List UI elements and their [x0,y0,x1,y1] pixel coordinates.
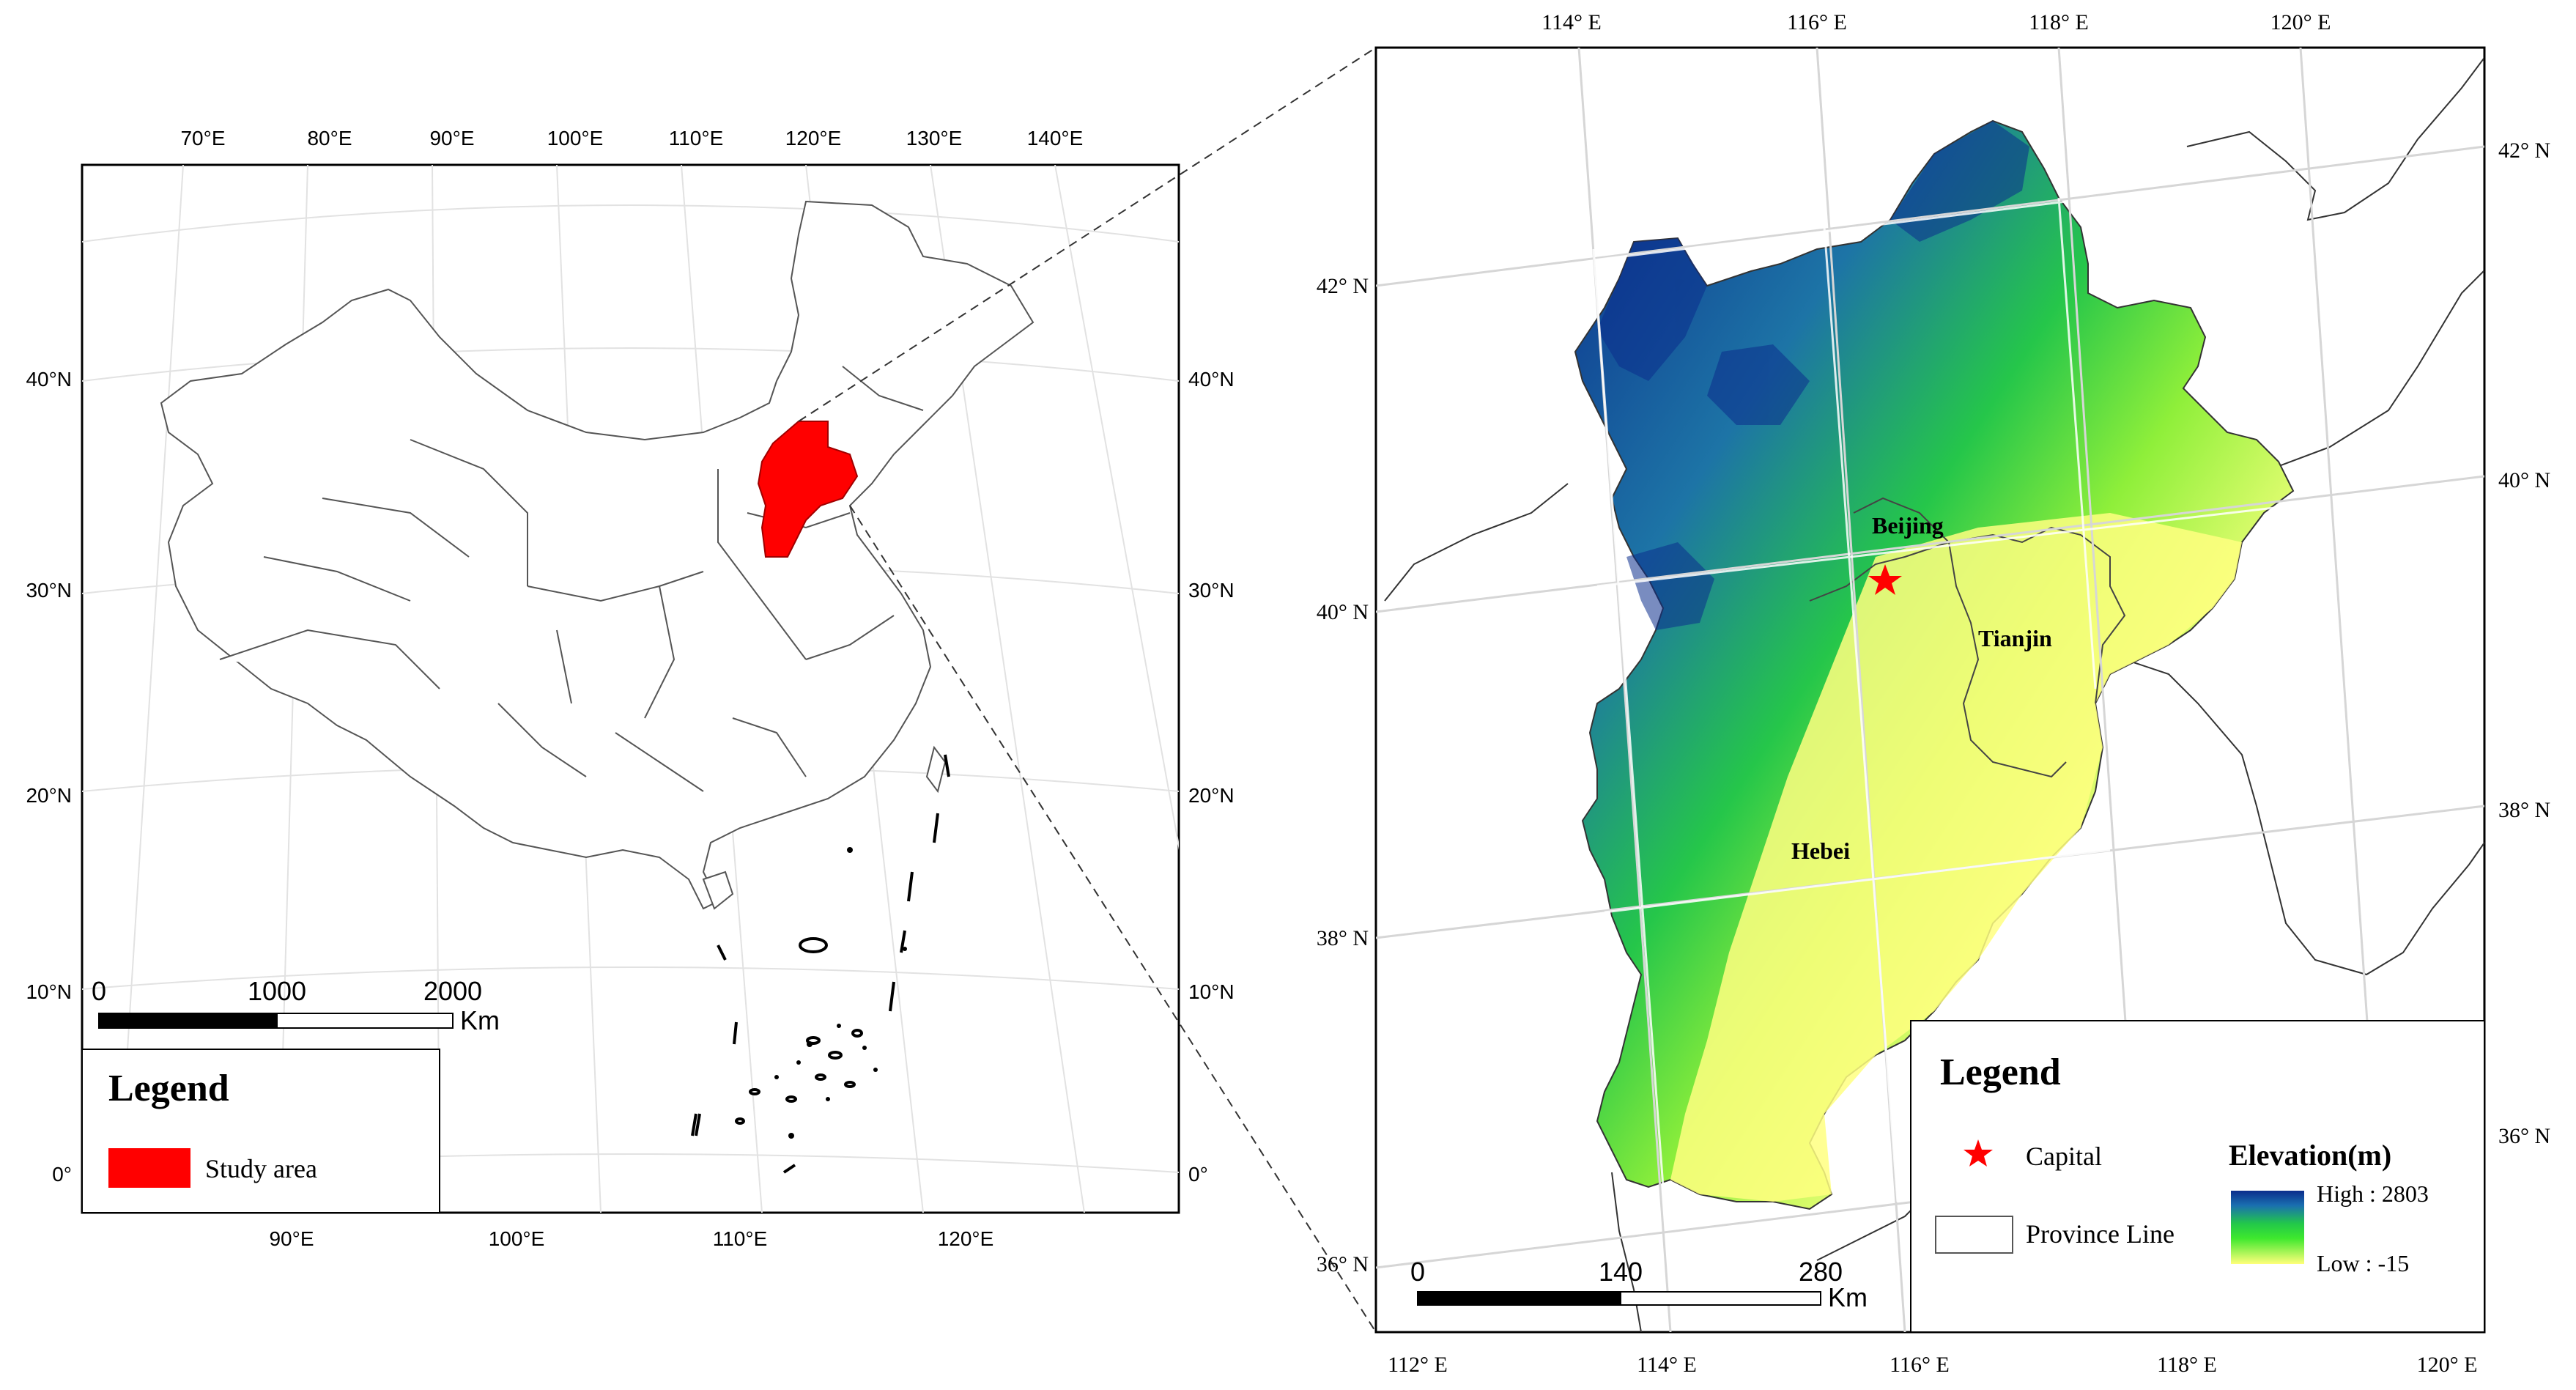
hebei-label: Hebei [1791,838,1850,864]
legend-title: Legend [1940,1051,2061,1093]
scale-label-zero: 0 [1410,1257,1425,1287]
lat-label: 42° N [1317,274,1369,298]
tianjin-label: Tianjin [1978,625,2052,651]
left-top-lon-labels: 70°E 80°E 90°E 100°E 110°E 120°E 130°E 1… [180,127,1083,149]
lat-label: 20°N [1188,784,1235,807]
left-scale-bar: 0 1000 2000 Km [92,976,500,1035]
scale-unit: Km [1828,1282,1868,1312]
lon-label: 90°E [429,127,474,149]
island-dots [774,847,907,1139]
lon-label: 100°E [489,1227,545,1250]
lowland-shading [1670,513,2242,1202]
left-lat-labels: 40°N 30°N 20°N 10°N 0° [26,368,72,1186]
capital-legend-star [1964,1139,1993,1167]
right-right-lat-labels: 42° N 40° N 38° N 36° N [2498,138,2550,1148]
lon-label: 118° E [2029,10,2089,34]
elevation-title: Elevation(m) [2229,1139,2391,1172]
elevation-low-label: Low : -15 [2317,1250,2409,1276]
right-graticule-inner [1592,197,2294,1202]
lat-label: 0° [1188,1163,1208,1186]
left-bottom-lon-labels: 90°E 100°E 110°E 120°E [269,1227,993,1250]
lat-label: 40° N [1317,600,1369,624]
province-line-label: Province Line [2026,1219,2175,1249]
lon-label: 114° E [1541,10,1602,34]
right-top-lon-labels: 114° E 116° E 118° E 120° E [1541,10,2331,34]
south-china-sea-islands [691,754,950,1174]
lon-label: 120°E [938,1227,994,1250]
right-lat-labels-left-map: 40°N 30°N 20°N 10°N 0° [1188,368,1235,1186]
lat-label: 30°N [1188,579,1235,602]
scale-label-mid: 140 [1599,1257,1643,1287]
right-left-lat-labels: 42° N 40° N 38° N 36° N [1317,274,1369,1276]
lon-label: 120°E [785,127,842,149]
right-legend: Legend Capital Province Line Elevation(m… [1910,1020,2485,1333]
lat-label: 0° [52,1163,72,1186]
lon-label: 120° E [2270,10,2331,34]
lon-label: 118° E [2157,1353,2217,1377]
study-area-label: Study area [205,1154,317,1183]
elevation-high-label: High : 2803 [2317,1180,2429,1207]
province-line-swatch [1935,1216,2013,1254]
scale-label-mid: 1000 [248,976,306,1006]
beijing-label: Beijing [1872,512,1944,539]
lat-label: 36° N [2498,1124,2550,1148]
legend-box [1910,1020,2485,1333]
capital-label: Capital [2026,1142,2102,1171]
lon-label: 140°E [1027,127,1084,149]
china-outline [160,200,1035,910]
legend-title: Legend [108,1068,229,1109]
lat-label: 40°N [26,368,72,391]
study-area-swatch [108,1148,190,1188]
lon-label: 116° E [1787,10,1847,34]
left-legend: Legend Study area [81,1049,440,1213]
lat-label: 20°N [26,784,72,807]
elevation-color-ramp [2231,1191,2304,1264]
scale-segment-white [1620,1291,1821,1306]
lat-label: 40° N [2498,468,2550,492]
lat-label: 30°N [26,579,72,602]
capital-star-beijing [1868,564,1902,595]
scale-label-max: 280 [1799,1257,1843,1287]
lon-label: 130°E [906,127,963,149]
lat-label: 40°N [1188,368,1235,391]
lon-label: 80°E [307,127,352,149]
study-area-shape [757,421,859,558]
mountain-shading [1597,121,2029,630]
lon-label: 100°E [547,127,604,149]
zoom-connectors [798,47,1377,1333]
scale-segment-white [276,1013,454,1029]
scale-unit: Km [460,1005,500,1035]
scale-label-zero: 0 [92,976,106,1006]
lon-label: 120° E [2417,1353,2478,1377]
lon-label: 114° E [1637,1353,1697,1377]
right-scale-bar: 0 140 280 Km [1410,1257,1868,1312]
scale-segment-black [98,1013,278,1029]
lat-label: 42° N [2498,138,2550,163]
lat-label: 10°N [26,980,72,1003]
lat-label: 10°N [1188,980,1235,1003]
lon-label: 110°E [669,127,724,149]
left-map-panel: 70°E 80°E 90°E 100°E 110°E 120°E 130°E 1… [26,127,1235,1250]
lon-label: 70°E [180,127,225,149]
lat-label: 36° N [1317,1252,1369,1276]
right-map-panel: Beijing Tianjin Hebei 114° E 116° E 118°… [1317,10,2550,1377]
scale-label-max: 2000 [423,976,482,1006]
scale-segment-black [1417,1291,1621,1306]
lat-label: 38° N [1317,926,1369,950]
lat-label: 38° N [2498,798,2550,822]
lon-label: 112° E [1388,1353,1448,1377]
left-graticule [82,165,1179,1213]
lon-label: 110°E [713,1227,768,1250]
lon-label: 116° E [1890,1353,1950,1377]
right-bottom-lon-labels: 112° E 114° E 116° E 118° E 120° E [1388,1353,2477,1377]
surrounding-boundaries [1384,58,2484,1332]
lon-label: 90°E [269,1227,314,1250]
